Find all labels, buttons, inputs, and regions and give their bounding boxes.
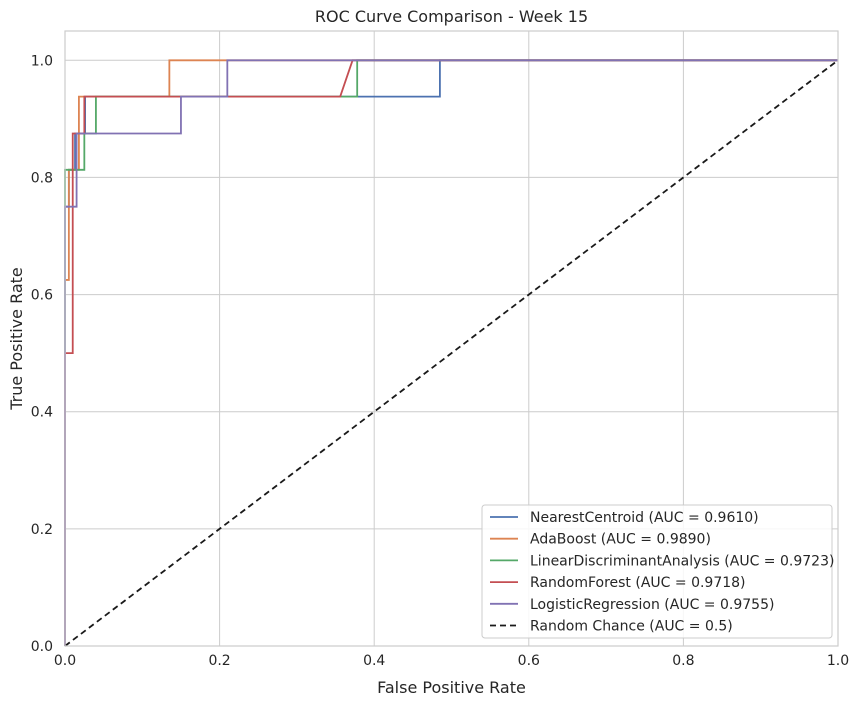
legend-label: AdaBoost (AUC = 0.9890) xyxy=(530,532,711,548)
x-tick-label: 0.0 xyxy=(54,653,76,669)
grid xyxy=(64,31,839,647)
y-tick-label: 0.8 xyxy=(31,170,53,186)
y-axis-label: True Positive Rate xyxy=(7,267,26,411)
x-tick-label: 0.4 xyxy=(363,653,385,669)
y-tick-label: 0.0 xyxy=(31,639,53,655)
series-line-5 xyxy=(64,59,839,647)
y-tick-label: 1.0 xyxy=(31,53,53,69)
series-lines xyxy=(64,59,839,647)
legend-label: NearestCentroid (AUC = 0.9610) xyxy=(530,510,759,526)
y-tick-label: 0.4 xyxy=(31,405,53,421)
legend-label: RandomForest (AUC = 0.9718) xyxy=(530,575,746,591)
legend-label: LinearDiscriminantAnalysis (AUC = 0.9723… xyxy=(530,553,834,569)
x-axis-label: False Positive Rate xyxy=(377,678,526,697)
y-tick-label: 0.6 xyxy=(31,288,53,304)
legend-label: LogisticRegression (AUC = 0.9755) xyxy=(530,597,774,613)
x-tick-label: 0.6 xyxy=(518,653,540,669)
x-tick-label: 1.0 xyxy=(827,653,849,669)
series-line-4 xyxy=(64,59,838,646)
x-tick-label: 0.2 xyxy=(208,653,230,669)
x-tick-label: 0.8 xyxy=(672,653,694,669)
plot-frame xyxy=(64,30,839,647)
y-tick-label: 0.2 xyxy=(31,522,53,538)
chart-title: ROC Curve Comparison - Week 15 xyxy=(315,7,588,26)
legend-label: Random Chance (AUC = 0.5) xyxy=(530,619,733,635)
tick-labels: 0.0 0.2 0.4 0.6 0.8 1.0 0.0 0.2 0.4 0.6 0.8 1.0 xyxy=(31,53,849,669)
legend: NearestCentroid (AUC = 0.9610) AdaBoost (… xyxy=(481,504,834,639)
legend-box xyxy=(481,504,833,639)
